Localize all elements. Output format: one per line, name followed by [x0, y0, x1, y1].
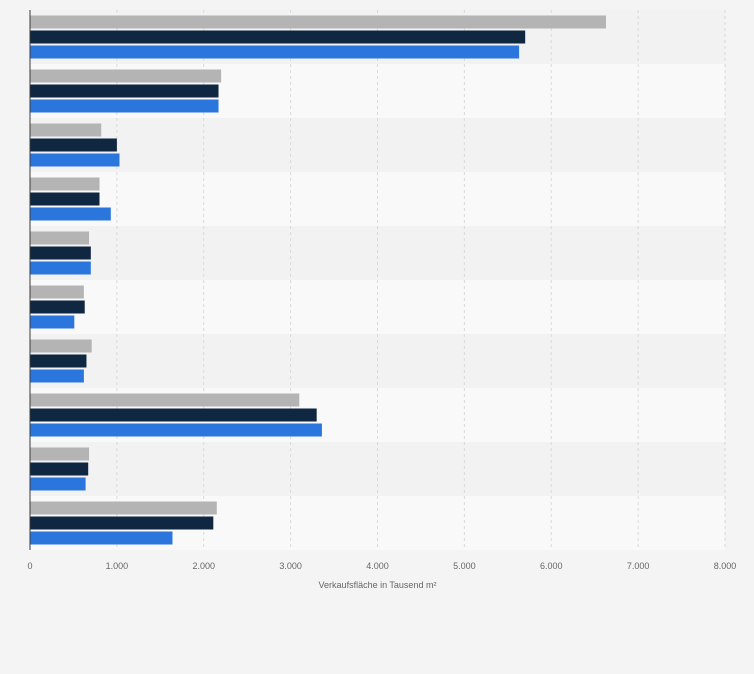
x-tick-label-1000: 1.000 — [106, 561, 129, 571]
bar-cat2-series1 — [30, 69, 222, 83]
x-tick-labels: 0 1.000 2.000 3.000 4.000 5.000 6.000 7.000 8.00… — [27, 561, 736, 571]
bar-cat2-series2 — [30, 84, 219, 98]
bar-cat8-series1 — [30, 393, 300, 407]
bar-cat6-series3 — [30, 315, 75, 329]
bar-cat5-series1 — [30, 231, 90, 245]
bar-cat8-series2 — [30, 408, 317, 422]
bar-cat1-series1 — [30, 15, 606, 29]
bars — [30, 15, 606, 545]
x-tick-label-3000: 3.000 — [279, 561, 302, 571]
bar-cat6-series2 — [30, 300, 85, 314]
bar-cat3-series3 — [30, 153, 120, 167]
bar-cat7-series3 — [30, 369, 84, 383]
bar-cat4-series3 — [30, 207, 111, 221]
bar-cat9-series3 — [30, 477, 86, 491]
bar-cat8-series3 — [30, 423, 322, 437]
bar-cat4-series1 — [30, 177, 100, 191]
bar-cat5-series2 — [30, 246, 91, 260]
bar-cat7-series2 — [30, 354, 87, 368]
x-tick-label-2000: 2.000 — [192, 561, 215, 571]
bar-cat3-series2 — [30, 138, 117, 152]
bar-cat5-series3 — [30, 261, 91, 275]
bar-cat4-series2 — [30, 192, 100, 206]
bar-cat1-series2 — [30, 30, 526, 44]
x-tick-label-4000: 4.000 — [366, 561, 389, 571]
bar-cat1-series3 — [30, 45, 520, 59]
bar-cat2-series3 — [30, 99, 219, 113]
x-tick-label-0: 0 — [27, 561, 32, 571]
bar-cat10-series3 — [30, 531, 173, 545]
bar-cat3-series1 — [30, 123, 102, 137]
x-axis-title: Verkaufsfläche in Tausend m² — [319, 580, 437, 590]
bar-cat7-series1 — [30, 339, 92, 353]
x-tick-label-8000: 8.000 — [714, 561, 737, 571]
x-tick-label-5000: 5.000 — [453, 561, 476, 571]
bar-cat9-series2 — [30, 462, 89, 476]
bar-cat10-series2 — [30, 516, 214, 530]
x-tick-label-7000: 7.000 — [627, 561, 650, 571]
x-tick-label-6000: 6.000 — [540, 561, 563, 571]
bar-cat9-series1 — [30, 447, 90, 461]
bar-cat6-series1 — [30, 285, 84, 299]
bar-cat10-series1 — [30, 501, 217, 515]
